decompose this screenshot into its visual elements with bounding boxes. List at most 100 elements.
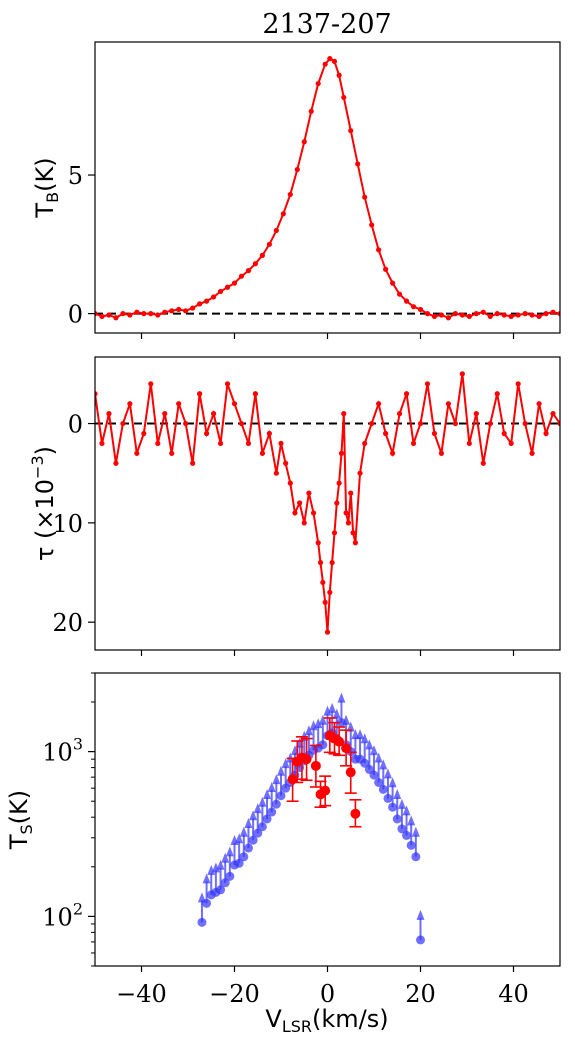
data-point [390,280,396,286]
y-axis-label: TS(K) [5,790,36,850]
limit-point [397,824,407,834]
data-point [550,411,556,417]
plot-area [197,692,425,945]
y-tick-label: 10 [52,510,83,538]
data-point [245,440,252,447]
data-point [424,311,431,317]
limit-arrow-head [318,714,327,725]
data-point [338,450,345,456]
y-tick-label: 20 [52,609,83,637]
data-point [459,371,465,377]
data-point [273,470,279,476]
limit-arrow-head [244,818,253,829]
limit-point [253,828,263,838]
data-point [487,420,493,427]
limit-arrow-head [211,862,220,873]
y-tick-label: 0 [68,301,83,329]
data-point [287,191,293,198]
data-point [197,391,203,397]
chart-title: 2137-207 [262,9,391,40]
data-point [127,312,133,318]
y-tick-exponent: 2 [73,899,83,918]
data-point [557,420,560,427]
limit-arrow-head [263,789,272,800]
limit-point [262,814,272,824]
data-point [352,540,358,546]
limit-arrow-head [337,692,346,703]
data-point [341,411,347,417]
data-point [183,420,189,427]
data-point [322,599,328,605]
data-point [355,161,361,167]
limit-arrow-head [374,752,383,763]
data-point [95,311,98,317]
data-point [224,284,231,290]
data-point [417,306,424,313]
data-point [348,490,354,496]
data-point [301,139,307,145]
limit-arrow-head [342,714,351,725]
data-point [543,311,549,317]
data-point [383,266,389,272]
x-axis-label-main: V [265,1005,282,1033]
data-point [283,460,289,466]
y-axis-label: τ (×10−3) [28,446,59,561]
data-point [515,381,521,387]
data-point [183,308,189,314]
data-point [297,500,303,506]
data-point [529,312,535,318]
data-point [127,401,133,407]
y-axis-label: TB(K) [31,157,62,218]
limit-arrow-head [393,789,402,800]
data-point [292,510,298,516]
data-point [376,401,382,407]
axes-frame [94,356,561,651]
data-point [141,311,147,317]
data-point [369,420,375,427]
limit-arrow-head [249,810,258,821]
limit-point [336,718,346,728]
limit-point [225,871,235,881]
limit-point [257,822,267,832]
y-axis-label-sub: S [17,824,36,834]
limit-arrow-head [416,909,425,920]
y-tick-label: 0 [68,411,83,439]
limit-arrow-head [221,852,230,863]
data-point [515,312,521,318]
data-point [350,530,356,536]
data-point [259,252,265,258]
limit-arrow-head [225,846,234,857]
data-point [438,450,445,456]
data-point [522,420,528,427]
data-point [331,530,338,536]
y-tick-label: 102 [42,899,83,931]
data-point [169,308,175,314]
limit-arrow-head [402,805,411,816]
limit-arrow-head [281,758,290,769]
data-point [322,61,328,67]
limit-arrow-head [346,721,355,732]
limit-arrow-head [207,864,216,875]
data-point [99,313,105,319]
data-point [431,430,438,437]
data-point [345,520,352,526]
data-point [106,411,112,417]
detection-point [345,767,356,778]
data-point [522,311,528,317]
data-point [315,80,321,87]
limit-arrow-head [411,826,420,837]
data-point [120,420,126,427]
axes-frame [94,41,561,334]
limit-point [318,740,328,750]
data-point [362,194,368,200]
limit-arrow-head [258,796,267,807]
limit-point [216,885,226,895]
data-point [327,589,333,595]
x-tick-label: −20 [209,980,260,1008]
data-point [452,311,458,317]
data-point [120,311,126,317]
data-point [410,440,417,447]
limit-point [220,878,230,888]
data-point [494,311,500,317]
data-point [224,381,231,387]
